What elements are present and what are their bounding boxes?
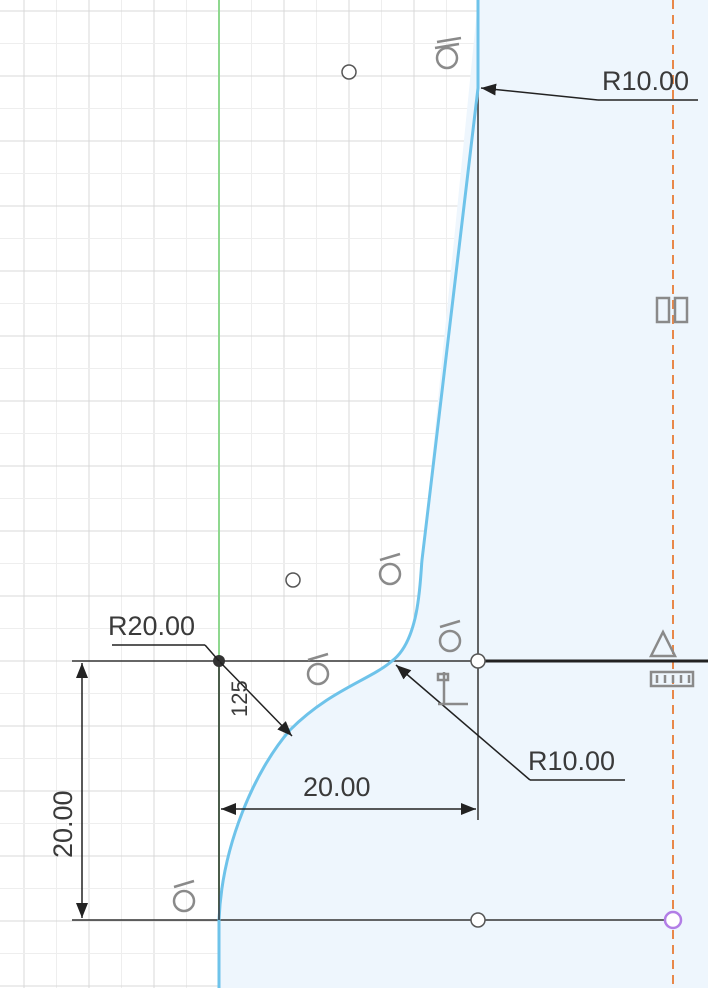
vertical-icon[interactable] (436, 672, 468, 706)
sketch-point[interactable] (285, 572, 301, 588)
dimension-radius-fillet[interactable]: R10.00 (395, 664, 625, 781)
angle-label[interactable]: 125 (227, 680, 252, 717)
tangent-icon[interactable] (378, 552, 402, 586)
dimension-label[interactable]: 20.00 (303, 772, 371, 802)
horizontal-icon[interactable] (649, 670, 695, 688)
sketch-point[interactable] (470, 653, 486, 669)
dimension-radius-top[interactable]: R10.00 (480, 66, 698, 101)
fix-icon[interactable] (648, 629, 678, 658)
tangent-icon[interactable] (172, 879, 196, 913)
dimension-label[interactable]: R20.00 (108, 611, 195, 641)
dimension-label[interactable]: R10.00 (602, 66, 689, 96)
sketch-point[interactable] (470, 912, 486, 928)
profile-region[interactable] (219, 0, 708, 988)
sketch-point-purple[interactable] (663, 910, 683, 930)
tangent-icon[interactable] (434, 36, 462, 70)
profile-curve[interactable] (217, 0, 480, 988)
symmetry-icon[interactable] (655, 296, 689, 324)
tangent-icon[interactable] (438, 619, 462, 653)
dimension-label[interactable]: R10.00 (528, 746, 615, 776)
dimension-horizontal[interactable]: 20.00 (218, 661, 476, 920)
tangent-icon[interactable] (306, 652, 330, 686)
dimension-radius-large[interactable]: R20.00 125 (108, 611, 293, 737)
sketch-point[interactable] (341, 64, 357, 80)
dimension-vertical[interactable]: 20.00 (48, 663, 88, 918)
dimension-label[interactable]: 20.00 (48, 790, 78, 858)
